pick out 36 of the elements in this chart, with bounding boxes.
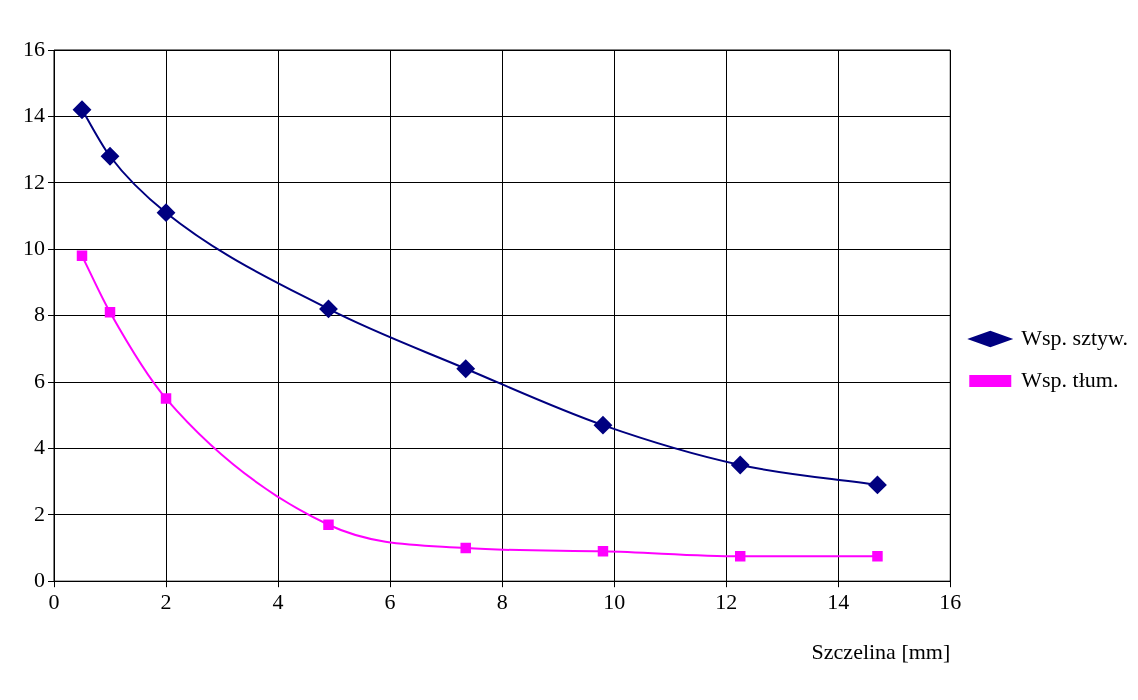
point bbox=[456, 359, 475, 378]
point bbox=[734, 551, 746, 562]
y-tick-label: 4 bbox=[34, 434, 45, 460]
x-tick-label: 2 bbox=[160, 589, 172, 615]
point bbox=[160, 393, 172, 404]
y-tick-label: 12 bbox=[23, 168, 45, 194]
point bbox=[460, 542, 471, 554]
y-tick-label: 6 bbox=[34, 367, 45, 393]
point bbox=[731, 456, 750, 474]
point bbox=[73, 100, 92, 119]
y-tick-label: 14 bbox=[23, 102, 45, 128]
point bbox=[597, 546, 609, 557]
x-tick-label: 6 bbox=[384, 589, 396, 615]
x-tick-label: 4 bbox=[272, 589, 284, 615]
x-tick-label: 14 bbox=[827, 589, 850, 615]
point bbox=[323, 519, 334, 530]
legend-label: Wsp. tłum. bbox=[1021, 366, 1119, 392]
x-tick-label: 10 bbox=[603, 589, 626, 615]
point bbox=[104, 307, 116, 318]
x-tick-label: 16 bbox=[939, 589, 962, 615]
y-tick-label: 8 bbox=[34, 301, 45, 327]
y-tick-label: 2 bbox=[34, 500, 45, 526]
point bbox=[593, 416, 612, 435]
x-tick-label: 8 bbox=[496, 589, 508, 615]
y-tick-label: 10 bbox=[23, 234, 45, 260]
point bbox=[101, 147, 120, 166]
y-tick-label: 16 bbox=[23, 35, 45, 61]
point bbox=[868, 475, 887, 494]
point bbox=[157, 203, 176, 222]
legend-label: Wsp. sztyw. bbox=[1021, 324, 1129, 350]
point bbox=[319, 299, 338, 318]
x-axis-title: Szczelina [mm] bbox=[811, 638, 951, 664]
point bbox=[76, 250, 88, 262]
y-tick-label: 0 bbox=[34, 566, 45, 592]
point bbox=[872, 551, 883, 562]
x-tick-label: 12 bbox=[715, 589, 738, 615]
